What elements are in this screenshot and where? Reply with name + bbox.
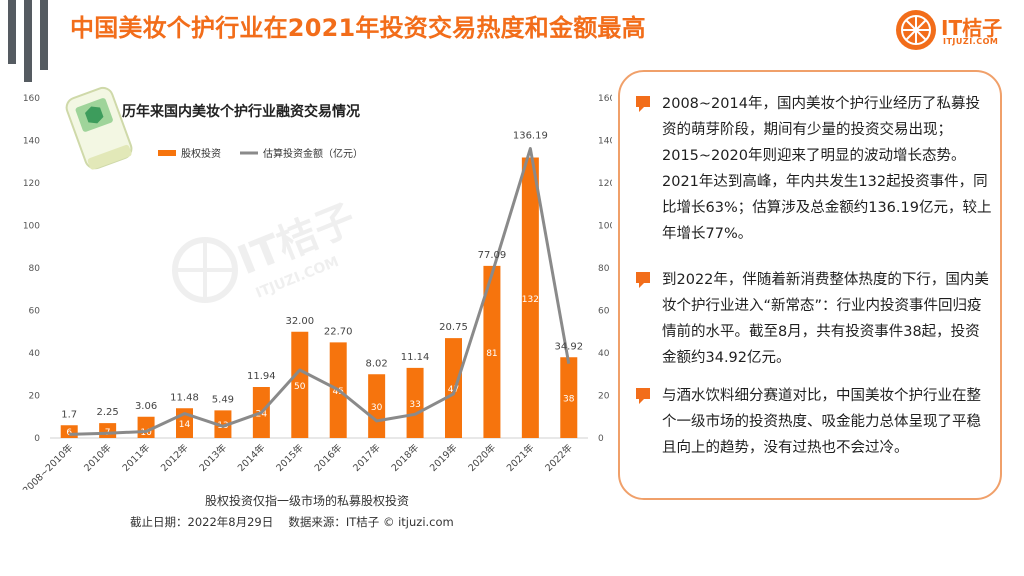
right-y-tick-label: 20 (598, 392, 610, 402)
x-tick-label: 2013年 (197, 441, 230, 474)
left-y-tick-label: 80 (29, 264, 41, 274)
chart-legend: 股权投资 估算投资金额（亿元） (158, 147, 363, 160)
bar-value-label: 30 (371, 403, 383, 413)
decorative-bars (8, 0, 52, 82)
line-value-label: 1.7 (61, 409, 77, 420)
x-tick-label: 2016年 (312, 441, 345, 474)
x-tick-label: 2021年 (504, 441, 537, 474)
logo-subtitle: ITJUZI.COM (943, 37, 999, 46)
line-value-label: 5.49 (212, 394, 234, 405)
x-tick-label: 2015年 (274, 441, 307, 474)
left-y-tick-label: 160 (23, 94, 40, 104)
footnote: 股权投资仅指一级市场的私募股权投资 (205, 494, 410, 508)
x-tick-label: 2020年 (466, 441, 499, 474)
insight-text: 与酒水饮料细分赛道对比，中国美妆个护行业在整个一级市场的投资热度、吸金能力总体呈… (662, 388, 981, 456)
bar-value-label: 50 (294, 382, 306, 392)
legend-line-label: 估算投资金额（亿元） (263, 147, 363, 160)
bar (560, 357, 578, 438)
speech-bubble-icon (636, 95, 650, 112)
legend-bar-label: 股权投资 (181, 147, 221, 160)
bar-value-label: 81 (486, 349, 497, 359)
bar-value-label: 24 (256, 410, 268, 420)
decorative-bar (24, 0, 32, 82)
bar-value-label: 45 (332, 387, 343, 397)
bar-value-label: 14 (179, 420, 191, 430)
x-axis-labels: 2008~2010年 2010年 2011年 2012年 2013年 2014年 2015年… (20, 441, 575, 490)
orange-slice-icon (896, 10, 936, 50)
line-value-label: 11.94 (247, 371, 276, 382)
right-y-tick-label: 40 (598, 349, 610, 359)
right-y-tick-label: 140 (598, 137, 612, 147)
legend-bar-swatch (158, 150, 176, 156)
x-tick-label: 2017年 (350, 441, 383, 474)
right-y-tick-label: 160 (598, 94, 612, 104)
x-tick-label: 2022年 (543, 441, 576, 474)
bar-value-label: 132 (522, 295, 539, 305)
line-value-label: 77.09 (478, 250, 507, 261)
insight-panel: 2008~2014年，国内美妆个护行业经历了私募投资的萌芽阶段，期间有少量的投资… (618, 70, 1002, 500)
line-value-label: 34.92 (554, 341, 583, 352)
x-tick-label: 2008~2010年 (20, 441, 75, 490)
left-y-tick-label: 20 (29, 392, 41, 402)
bar-series (60, 157, 578, 438)
speech-bubble-icon (636, 387, 650, 404)
line-value-label: 2.25 (97, 407, 119, 418)
bar (406, 367, 424, 438)
right-y-tick-label: 100 (598, 222, 612, 232)
bar (445, 338, 462, 438)
left-y-tick-label: 140 (23, 137, 40, 147)
line-value-label: 22.70 (324, 326, 353, 337)
bar (521, 157, 539, 438)
decorative-bar (40, 0, 48, 70)
line-value-label: 136.19 (513, 131, 548, 142)
bar (483, 265, 501, 438)
bar (368, 374, 386, 438)
left-y-tick-label: 120 (23, 179, 40, 189)
left-y-tick-label: 0 (34, 434, 40, 444)
insight-text: 到2022年，伴随着新消费整体热度的下行，国内美妆个护行业进入“新常态”：行业内… (662, 272, 989, 366)
watermark-orange-icon (172, 237, 238, 303)
bar-value-label: 10 (140, 428, 152, 438)
bottle-illustration (65, 86, 133, 170)
page-title: 中国美妆个护行业在2021年投资交易热度和金额最高 (70, 14, 646, 42)
right-y-tick-label: 120 (598, 179, 612, 189)
right-y-tick-label: 80 (598, 264, 610, 274)
amount-line (69, 147, 571, 436)
logo-text: IT桔子 (941, 16, 1003, 40)
bar-value-label: 38 (563, 395, 575, 405)
logo: IT桔子 ITJUZI.COM (896, 10, 1018, 50)
x-tick-label: 2012年 (158, 441, 191, 474)
right-y-axis: 0 20 40 60 80 100 120 140 160 (598, 94, 612, 444)
x-tick-label: 2011年 (120, 441, 153, 474)
bar-value-label: 33 (409, 400, 420, 410)
x-tick-label: 2019年 (427, 441, 460, 474)
financing-chart: IT桔子 ITJUZI.COM 历年来国内美妆个护行业融资交易情况 股权投资 估… (20, 86, 612, 490)
decorative-bar (8, 0, 16, 64)
line-value-label: 8.02 (366, 358, 388, 369)
x-tick-label: 2014年 (235, 441, 268, 474)
left-y-tick-label: 100 (23, 222, 40, 232)
bar (291, 331, 309, 438)
bar (214, 410, 232, 438)
line-value-label: 32.00 (285, 316, 314, 327)
right-y-tick-label: 60 (598, 307, 610, 317)
x-tick-label: 2018年 (389, 441, 422, 474)
line-value-label: 20.75 (439, 322, 468, 333)
line-value-label: 11.14 (401, 352, 430, 363)
line-value-label: 11.48 (170, 392, 199, 403)
watermark: IT桔子 ITJUZI.COM (172, 196, 362, 303)
left-y-axis: 0 20 40 60 80 100 120 140 160 (23, 94, 40, 444)
right-y-tick-label: 0 (598, 434, 604, 444)
source-note: 截止日期：2022年8月29日 数据来源：IT桔子 © itjuzi.com (130, 515, 454, 529)
insight-text: 2008~2014年，国内美妆个护行业经历了私募投资的萌芽阶段，期间有少量的投资… (662, 96, 992, 242)
x-tick-label: 2010年 (81, 441, 114, 474)
left-y-tick-label: 40 (29, 349, 41, 359)
line-value-labels: 1.7 2.25 3.06 11.48 5.49 11.94 32.00 22.70 8.02 1… (61, 131, 583, 421)
left-y-tick-label: 60 (29, 307, 41, 317)
speech-bubble-icon (636, 271, 650, 288)
chart-title: 历年来国内美妆个护行业融资交易情况 (122, 103, 360, 120)
line-value-label: 3.06 (135, 401, 157, 412)
